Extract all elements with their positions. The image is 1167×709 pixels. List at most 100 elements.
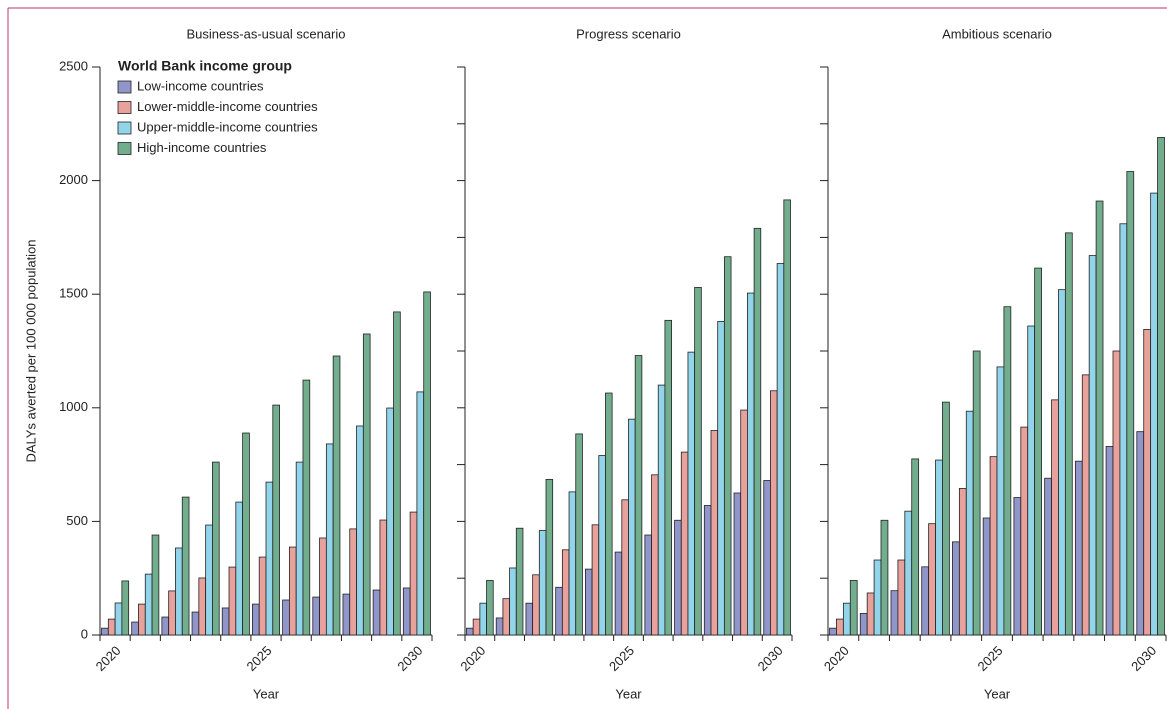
bar xyxy=(379,519,388,636)
bar xyxy=(680,451,689,636)
bar xyxy=(509,567,517,636)
bar xyxy=(121,580,130,636)
bar xyxy=(904,510,913,636)
bar xyxy=(1064,232,1073,636)
panel-title: Ambitious scenario xyxy=(942,26,1052,41)
bar xyxy=(272,404,280,636)
bar xyxy=(740,409,748,636)
bar xyxy=(198,577,207,636)
bar xyxy=(849,580,858,636)
bar xyxy=(114,602,123,636)
x-axis-label: Year xyxy=(253,686,280,701)
bar xyxy=(265,481,274,636)
bar xyxy=(996,366,1005,636)
bar xyxy=(525,602,534,636)
bar xyxy=(674,519,682,636)
bar xyxy=(161,616,170,636)
legend-title: World Bank income group xyxy=(118,58,292,74)
bar xyxy=(1112,350,1121,636)
bar xyxy=(472,618,481,636)
bar xyxy=(1157,137,1165,636)
bar xyxy=(131,621,139,636)
y-tick-label: 2000 xyxy=(59,172,88,187)
bar xyxy=(312,596,320,636)
x-axis-label: Year xyxy=(984,686,1011,701)
bar xyxy=(890,590,899,636)
bar xyxy=(866,592,875,636)
bar xyxy=(1119,223,1128,636)
bar xyxy=(1074,460,1083,636)
legend-label: Low-income countries xyxy=(137,78,264,93)
bar xyxy=(763,480,771,636)
bar xyxy=(614,551,623,636)
panel-title: Business-as-usual scenario xyxy=(187,26,346,41)
bar xyxy=(295,461,304,636)
bar xyxy=(138,603,146,636)
bar xyxy=(486,580,494,636)
bar xyxy=(212,461,220,636)
bar xyxy=(694,286,702,636)
bar xyxy=(628,418,636,636)
bar xyxy=(332,355,341,636)
legend-label: Lower-middle-income countries xyxy=(137,99,318,114)
y-tick-label: 1000 xyxy=(59,399,88,414)
bar xyxy=(605,392,613,636)
bar xyxy=(880,519,889,636)
bar xyxy=(1020,426,1029,636)
y-tick-label: 0 xyxy=(81,626,88,641)
bar xyxy=(349,528,357,636)
bar xyxy=(575,433,583,636)
bar xyxy=(175,547,183,636)
bar xyxy=(144,573,153,636)
bar xyxy=(664,319,673,636)
bar xyxy=(538,530,547,636)
bar xyxy=(1044,477,1052,636)
bar xyxy=(515,527,524,636)
bar xyxy=(644,534,652,636)
bar xyxy=(1058,289,1066,636)
bar xyxy=(235,501,244,636)
bar xyxy=(1081,374,1090,636)
bar xyxy=(252,603,260,636)
bar xyxy=(221,607,230,636)
bar xyxy=(181,496,190,636)
bar xyxy=(935,459,943,636)
bar xyxy=(1136,431,1145,636)
bar xyxy=(325,443,334,636)
bar xyxy=(319,537,327,636)
bar xyxy=(302,379,311,636)
bar xyxy=(952,541,960,636)
bar xyxy=(423,291,431,636)
legend-label: High-income countries xyxy=(137,140,267,155)
y-tick-label: 500 xyxy=(66,513,88,528)
bar xyxy=(393,311,401,636)
bar xyxy=(842,602,851,636)
bar xyxy=(873,559,882,636)
bar xyxy=(733,492,742,636)
bar xyxy=(703,505,712,636)
bar xyxy=(1034,267,1042,636)
legend-label: Upper-middle-income countries xyxy=(137,119,318,134)
bar xyxy=(1143,329,1152,636)
bar xyxy=(205,524,213,636)
bar xyxy=(386,407,394,636)
bar xyxy=(747,292,755,636)
bar xyxy=(258,556,267,636)
bar xyxy=(416,391,425,636)
bar xyxy=(107,618,116,636)
bar xyxy=(836,618,844,636)
bar xyxy=(282,599,290,636)
bar xyxy=(634,355,643,636)
legend-swatch xyxy=(117,121,132,135)
y-axis-label: DALYs averted per 100 000 population xyxy=(23,239,38,462)
bar xyxy=(723,256,732,636)
bar xyxy=(342,593,351,636)
bar xyxy=(1088,255,1097,636)
bar xyxy=(717,321,725,636)
bar xyxy=(545,478,554,636)
bar xyxy=(362,333,371,636)
bar xyxy=(101,627,109,636)
bar xyxy=(989,456,998,636)
bar xyxy=(1027,325,1036,636)
bar xyxy=(928,523,936,636)
